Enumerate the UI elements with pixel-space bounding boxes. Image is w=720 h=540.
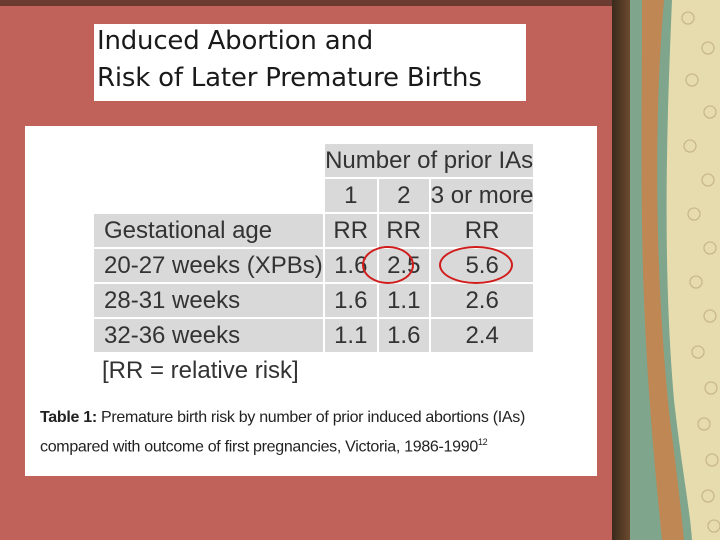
row-header-cell: Gestational age bbox=[92, 212, 325, 249]
row-label: 28-31 weeks bbox=[92, 282, 325, 319]
table-caption: Table 1: Premature birth risk by number … bbox=[40, 406, 590, 459]
table-header-row: Number of prior IAs bbox=[92, 142, 536, 179]
title-box: Induced Abortion and Risk of Later Prema… bbox=[94, 24, 526, 101]
caption-prefix: Table 1: bbox=[40, 409, 97, 426]
unit-cell: RR bbox=[376, 212, 431, 249]
top-border bbox=[0, 0, 612, 6]
highlight-circle-2-5 bbox=[362, 246, 414, 284]
value-cell: 2.6 bbox=[428, 282, 536, 319]
row-label: 32-36 weeks bbox=[92, 317, 325, 354]
unit-cell: RR bbox=[322, 212, 379, 249]
value-cell: 2.4 bbox=[428, 317, 536, 354]
floral-pattern-icon bbox=[630, 0, 720, 540]
subheader-cell: 3 or more bbox=[428, 177, 536, 214]
row-label: 20-27 weeks (XPBs) bbox=[92, 247, 325, 284]
table-row: 32-36 weeks 1.1 1.6 2.4 bbox=[92, 317, 536, 354]
unit-cell: RR bbox=[428, 212, 536, 249]
highlight-circle-5-6 bbox=[439, 246, 513, 284]
header-group-cell: Number of prior IAs bbox=[322, 142, 536, 179]
title-line-1: Induced Abortion and bbox=[97, 26, 374, 56]
subheader-cell: 2 bbox=[376, 177, 431, 214]
caption-reference: 12 bbox=[477, 437, 488, 447]
table-note-row: [RR = relative risk] bbox=[91, 352, 536, 389]
decorative-side-panel bbox=[612, 0, 720, 540]
value-cell: 1.6 bbox=[376, 317, 431, 354]
title-line-2: Risk of Later Premature Births bbox=[97, 63, 482, 93]
table-subheader-row: 1 2 3 or more bbox=[92, 177, 536, 214]
table-row: Gestational age RR RR RR bbox=[92, 212, 536, 249]
table-image: Number of prior IAs 1 2 3 or more Gestat… bbox=[25, 126, 597, 476]
caption-text: Premature birth risk by number of prior … bbox=[40, 409, 525, 456]
panel-shadow bbox=[612, 0, 630, 540]
table-row: 28-31 weeks 1.6 1.1 2.6 bbox=[92, 282, 536, 319]
subheader-cell: 1 bbox=[322, 177, 379, 214]
value-cell: 1.1 bbox=[322, 317, 379, 354]
value-cell: 1.6 bbox=[322, 282, 379, 319]
relative-risk-note: [RR = relative risk] bbox=[91, 352, 536, 389]
value-cell: 1.1 bbox=[376, 282, 431, 319]
